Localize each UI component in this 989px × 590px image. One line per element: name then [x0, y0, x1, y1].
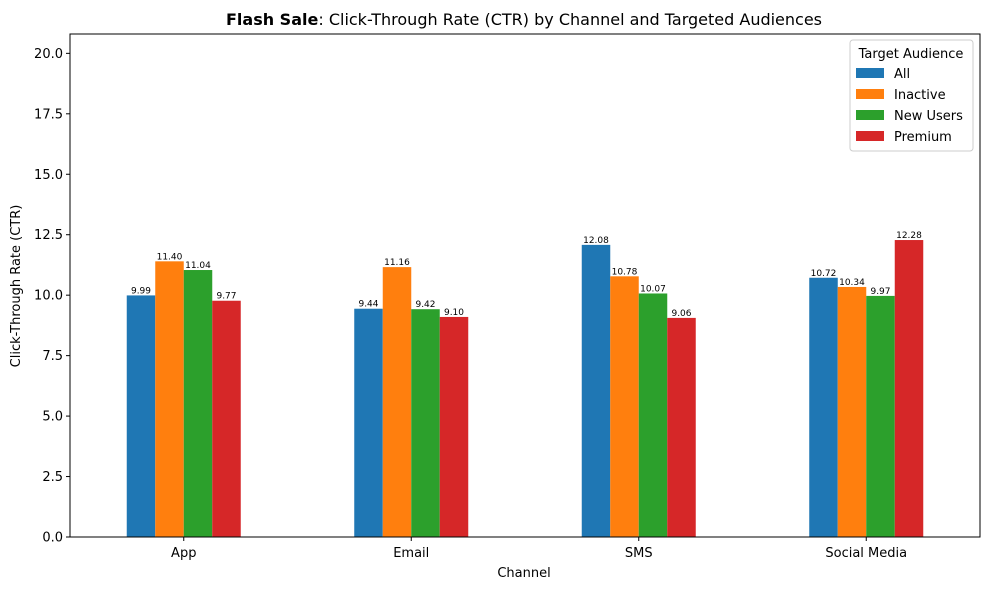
bar	[667, 317, 696, 537]
data-label: 11.40	[157, 252, 183, 262]
bar	[894, 240, 924, 537]
y-tick-label: 17.5	[34, 107, 63, 122]
data-label: 10.34	[839, 278, 865, 288]
legend-label: Premium	[894, 130, 952, 145]
data-label: 11.16	[384, 258, 410, 268]
legend-swatch	[856, 131, 884, 141]
bar	[638, 293, 668, 537]
bar	[382, 267, 412, 537]
data-label: 9.10	[444, 308, 464, 318]
x-tick-label: SMS	[625, 546, 653, 561]
bar	[866, 295, 895, 537]
bar	[212, 300, 241, 537]
x-tick-label: Social Media	[825, 546, 907, 561]
bar	[411, 309, 440, 537]
data-label: 10.72	[811, 269, 837, 279]
legend-box	[849, 39, 974, 152]
bar	[126, 295, 156, 537]
x-tick-label: App	[171, 546, 196, 561]
legend-label: New Users	[894, 109, 963, 124]
data-label: 10.78	[612, 267, 638, 277]
y-tick-label: 5.0	[42, 410, 63, 425]
data-label: 9.42	[415, 300, 435, 310]
bar	[581, 244, 611, 537]
chart-title-bold: Flash Sale	[226, 10, 319, 29]
x-tick-label: Email	[393, 546, 429, 561]
bar	[610, 276, 639, 537]
bar	[809, 277, 838, 537]
legend: Target Audience All Inactive New Users Prem…	[849, 39, 974, 152]
bar	[155, 261, 184, 537]
legend-label: All	[894, 67, 910, 82]
bar	[354, 308, 383, 537]
data-label: 12.08	[583, 236, 609, 246]
y-tick-label: 10.0	[34, 289, 63, 304]
x-axis-title: Channel	[497, 566, 550, 581]
legend-swatch	[856, 110, 884, 120]
bar	[837, 286, 867, 537]
data-label: 11.04	[185, 261, 211, 271]
y-tick-label: 20.0	[34, 47, 63, 62]
legend-swatch	[856, 89, 884, 99]
data-label: 9.44	[358, 300, 378, 310]
plot-area: 0.0 2.5 5.0 7.5 10.0 12.5 15.0 17.5 20.0 App 9.99 1…	[34, 33, 981, 561]
legend-title: Target Audience	[858, 47, 964, 62]
chart-title-rest: : Click-Through Rate (CTR) by Channel an…	[318, 10, 822, 29]
y-axis-title: Click-Through Rate (CTR)	[9, 205, 24, 368]
legend-label: Inactive	[894, 88, 946, 103]
data-label: 9.97	[870, 287, 890, 297]
data-label: 9.06	[671, 309, 691, 319]
data-label: 9.77	[216, 292, 236, 302]
bar	[183, 270, 213, 537]
data-label: 10.07	[640, 284, 666, 294]
y-tick-label: 12.5	[34, 228, 63, 243]
data-label: 12.28	[896, 231, 922, 241]
bar	[439, 316, 469, 537]
y-tick-label: 7.5	[42, 349, 63, 364]
legend-swatch	[856, 68, 884, 78]
data-label: 9.99	[131, 286, 151, 296]
y-tick-label: 2.5	[42, 470, 63, 485]
chart-title: Flash Sale: Click-Through Rate (CTR) by …	[226, 10, 822, 29]
y-tick-label: 15.0	[34, 168, 63, 183]
y-tick-label: 0.0	[42, 531, 63, 546]
axes-frame	[69, 33, 981, 538]
